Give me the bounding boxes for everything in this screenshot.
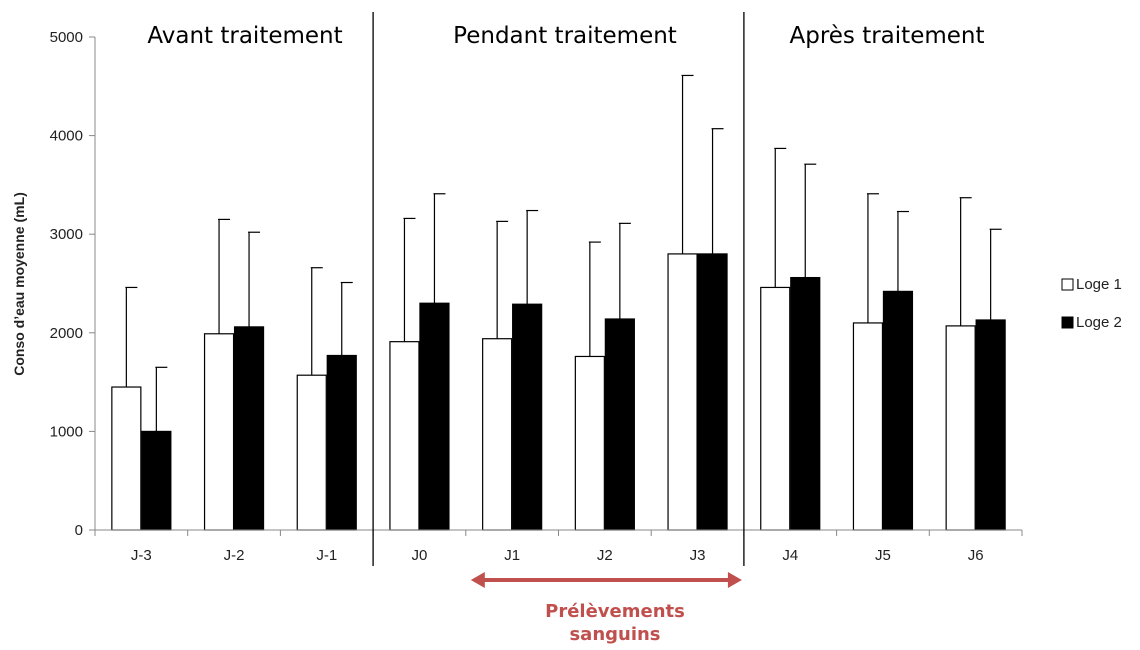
bar-loge-2-j0: [419, 302, 450, 531]
bar-loge-1-j1: [482, 338, 513, 531]
bar-loge-1-j-1: [296, 374, 327, 531]
x-category-label: J6: [968, 547, 984, 564]
x-category-label: J-3: [131, 547, 152, 564]
error-bars: [125, 74, 1002, 432]
legend-swatch-loge-1: [1061, 278, 1074, 291]
y-axis-ticks: 0 1000 2000 3000 4000 5000: [50, 29, 95, 539]
bar-loge-1-j3: [667, 253, 698, 531]
annotation-text-line1: Prélèvements: [545, 601, 685, 622]
bar-loge-2-j3: [697, 253, 728, 531]
x-category-label: J1: [504, 547, 520, 564]
bar-loge-1-j-3: [111, 386, 142, 531]
annotation-arrow-head-left: [470, 572, 485, 588]
legend-label-loge-2: Loge 2: [1076, 314, 1122, 331]
annotation-text-line2: sanguins: [569, 624, 660, 645]
bar-loge-1-j6: [945, 325, 976, 531]
bar-loge-2-j-2: [233, 326, 265, 531]
bar-loge-2-j4: [790, 276, 821, 531]
bar-loge-1-j4: [760, 286, 791, 531]
bar-loge-2-j1: [512, 303, 543, 531]
y-tick-label: 4000: [50, 128, 83, 145]
bar-loge-1-j2: [574, 355, 605, 531]
bar-loge-1-j-2: [203, 333, 235, 531]
annotation-arrow-head-right: [727, 572, 742, 588]
x-category-label: J-1: [316, 547, 337, 564]
legend-swatch-loge-2: [1061, 316, 1074, 329]
x-category-label: J4: [782, 547, 798, 564]
x-category-label: J0: [412, 547, 428, 564]
bar-loge-2-j2: [604, 318, 635, 531]
phase-dividers: [372, 12, 745, 566]
bar-loge-1-j5: [852, 322, 884, 531]
x-category-label: J2: [597, 547, 613, 564]
bar-loge-2-j-3: [141, 430, 172, 531]
phase-label-apres: Après traitement: [789, 23, 984, 49]
bar-loge-2-j-1: [326, 354, 357, 531]
x-category-label: J3: [690, 547, 706, 564]
y-axis-label: Conso d’eau moyenne (mL): [11, 192, 27, 376]
phase-label-pendant: Pendant traitement: [453, 23, 677, 49]
bar-loge-1-j0: [389, 341, 420, 531]
phase-label-avant: Avant traitement: [147, 23, 342, 49]
x-category-label: J5: [875, 547, 891, 564]
x-axis-ticks: J-3 J-2 J-1 J0 J1 J2 J3 J4 J5 J6: [94, 530, 1023, 564]
y-tick-label: 1000: [50, 423, 83, 440]
legend-label-loge-1: Loge 1: [1076, 276, 1122, 293]
y-tick-label: 2000: [50, 325, 83, 342]
bar-loge-2-j6: [975, 319, 1006, 531]
y-tick-label: 3000: [50, 226, 83, 243]
bar-loge-2-j5: [882, 290, 914, 531]
legend: Loge 1 Loge 2: [1061, 276, 1122, 331]
annotation-prelevements: Prélèvements sanguins: [470, 572, 742, 645]
x-category-label: J-2: [224, 547, 245, 564]
y-tick-label: 0: [75, 522, 83, 539]
bars: [111, 253, 1006, 531]
y-tick-label: 5000: [50, 29, 83, 46]
